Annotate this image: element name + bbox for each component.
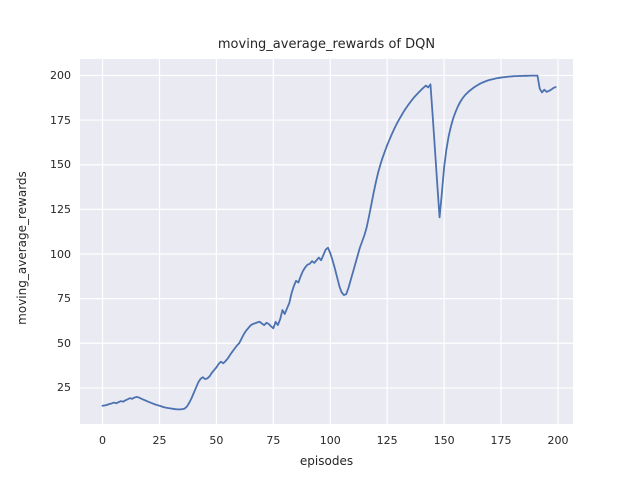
x-tick-label: 0 — [99, 434, 107, 447]
series-line — [101, 74, 557, 411]
y-tick-label: 125 — [50, 202, 71, 216]
x-tick-label: 100 — [319, 434, 341, 447]
chart-title: moving_average_rewards of DQN — [217, 37, 436, 52]
y-tick-label: 50 — [57, 336, 71, 350]
y-tick-label: 100 — [50, 247, 71, 261]
y-axis-label: moving_average_rewards — [15, 171, 29, 325]
x-axis-label: episodes — [299, 454, 354, 468]
x-tick-label: 175 — [490, 434, 512, 447]
y-tick-label: 175 — [50, 113, 71, 127]
y-tick-label: 25 — [57, 381, 71, 395]
y-tick-label: 75 — [57, 292, 71, 306]
x-tick-label: 75 — [266, 434, 281, 447]
x-tick-label: 50 — [209, 434, 224, 447]
y-tick-label: 200 — [50, 68, 71, 82]
plot-background — [80, 59, 573, 424]
x-tick-label: 150 — [433, 434, 455, 447]
y-tick-label: 150 — [50, 158, 71, 172]
x-tick-label: 25 — [152, 434, 167, 447]
x-tick-label: 125 — [376, 434, 398, 447]
x-tick-label: 200 — [547, 434, 569, 447]
